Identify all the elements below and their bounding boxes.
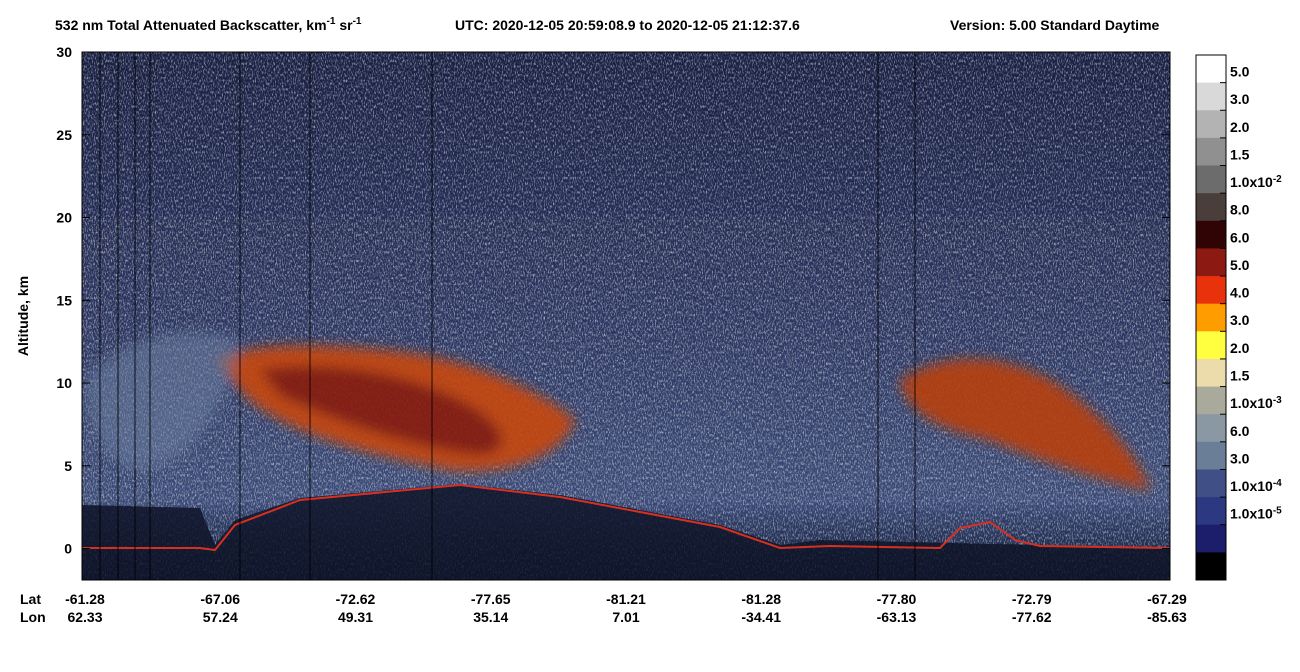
colorbar-swatch [1196, 248, 1226, 277]
x-tick-label: -77.65 [471, 591, 511, 607]
colorbar-label-text: 6.0 [1230, 229, 1250, 245]
colorbar-label-text: 1.0x10 [1230, 174, 1273, 190]
y-tick-label: 20 [56, 210, 72, 226]
colorbar-swatch [1196, 497, 1226, 526]
colorbar-swatch [1196, 110, 1226, 139]
colorbar-label: 5.0 [1230, 64, 1250, 80]
colorbar-frame [1195, 54, 1227, 581]
colorbar-label: 1.0x10-5 [1230, 506, 1282, 522]
colorbar-swatch [1196, 469, 1226, 498]
colorbar-label-text: 1.0x10 [1230, 478, 1273, 494]
colorbar-label-text: 1.0x10 [1230, 506, 1273, 522]
x-row-name: Lon [20, 609, 46, 625]
colorbar-label: 4.0 [1230, 285, 1250, 301]
colorbar-label: 1.5 [1230, 146, 1250, 162]
x-tick-label: 49.31 [338, 609, 373, 625]
x-tick-label: 62.33 [67, 609, 102, 625]
colorbar-label: 1.0x10-2 [1230, 174, 1282, 190]
x-tick-label: -81.21 [606, 591, 646, 607]
colorbar-swatch [1196, 137, 1226, 167]
colorbar-label: 2.0 [1230, 119, 1250, 135]
colorbar-swatch [1196, 386, 1226, 415]
chart-title: 532 nm Total Attenuated Backscatter, km-… [55, 16, 362, 33]
colorbar-label: 3.0 [1230, 450, 1250, 466]
colorbar-label-text: 6.0 [1230, 423, 1250, 439]
plot-frame [81, 51, 1171, 581]
x-row-name: Lat [20, 591, 41, 607]
colorbar-label: 1.5 [1230, 368, 1250, 384]
colorbar-swatch [1196, 331, 1226, 360]
x-tick-label: -77.80 [877, 591, 917, 607]
colorbar-swatch [1196, 552, 1226, 581]
colorbar-label-text: 1.5 [1230, 368, 1250, 384]
x-tick-label: 35.14 [473, 609, 508, 625]
y-tick-label: 0 [64, 541, 72, 557]
colorbar-label-exp: -3 [1273, 395, 1282, 406]
colorbar-label-text: 1.0x10 [1230, 395, 1273, 411]
x-tick-label: -81.28 [741, 591, 781, 607]
y-tick-label: 25 [56, 127, 72, 143]
colorbar-swatch [1196, 441, 1226, 470]
colorbar-label: 2.0 [1230, 340, 1250, 356]
colorbar-label: 1.0x10-4 [1230, 478, 1282, 494]
x-tick-label: 57.24 [203, 609, 238, 625]
colorbar-label-exp: -4 [1273, 478, 1282, 489]
colorbar-label: 3.0 [1230, 312, 1250, 328]
backscatter-image [82, 52, 1170, 580]
colorbar-label: 5.0 [1230, 257, 1250, 273]
colorbar-label-text: 5.0 [1230, 64, 1250, 80]
colorbar-label: 1.0x10-3 [1230, 395, 1282, 411]
colorbar-label-text: 1.5 [1230, 146, 1250, 162]
x-tick-label: -34.41 [741, 609, 781, 625]
colorbar-label-text: 2.0 [1230, 119, 1250, 135]
colorbar-swatch [1196, 276, 1226, 305]
x-tick-label: -67.29 [1147, 591, 1187, 607]
colorbar-label-text: 3.0 [1230, 91, 1250, 107]
chart-subtitle: UTC: 2020-12-05 20:59:08.9 to 2020-12-05… [455, 17, 800, 33]
colorbar-swatch [1196, 165, 1226, 194]
colorbar-label: 3.0 [1230, 91, 1250, 107]
y-tick-label: 30 [56, 44, 72, 60]
colorbar-swatch [1196, 524, 1226, 553]
x-tick-label: -63.13 [877, 609, 917, 625]
colorbar-swatch [1196, 303, 1226, 332]
colorbar-swatch [1196, 193, 1226, 222]
colorbar-label-exp: -2 [1273, 174, 1282, 185]
colorbar-label-text: 8.0 [1230, 202, 1250, 218]
colorbar-swatch [1196, 358, 1226, 388]
version-label: Version: 5.00 Standard Daytime [950, 17, 1160, 33]
y-axis-label: Altitude, km [15, 276, 31, 356]
colorbar-label: 6.0 [1230, 229, 1250, 245]
x-tick-label: 7.01 [612, 609, 639, 625]
y-tick-label: 15 [56, 292, 72, 308]
colorbar-swatch [1196, 220, 1226, 249]
colorbar-label-text: 3.0 [1230, 312, 1250, 328]
x-tick-label: -72.62 [336, 591, 376, 607]
colorbar-label-exp: -5 [1273, 506, 1282, 517]
y-tick-label: 5 [64, 458, 72, 474]
colorbar-swatch [1196, 82, 1226, 111]
x-tick-label: -72.79 [1012, 591, 1052, 607]
colorbar-label-text: 5.0 [1230, 257, 1250, 273]
colorbar-swatch [1196, 414, 1226, 443]
colorbar-label: 6.0 [1230, 423, 1250, 439]
y-tick-label: 10 [56, 375, 72, 391]
x-tick-label: -67.06 [200, 591, 240, 607]
colorbar-label-text: 3.0 [1230, 450, 1250, 466]
colorbar-label-text: 4.0 [1230, 285, 1250, 301]
colorbar-label: 8.0 [1230, 202, 1250, 218]
x-tick-label: -77.62 [1012, 609, 1052, 625]
colorbar-swatch [1196, 55, 1226, 84]
x-tick-label: -85.63 [1147, 609, 1187, 625]
colorbar-label-text: 2.0 [1230, 340, 1250, 356]
x-tick-label: -61.28 [65, 591, 105, 607]
